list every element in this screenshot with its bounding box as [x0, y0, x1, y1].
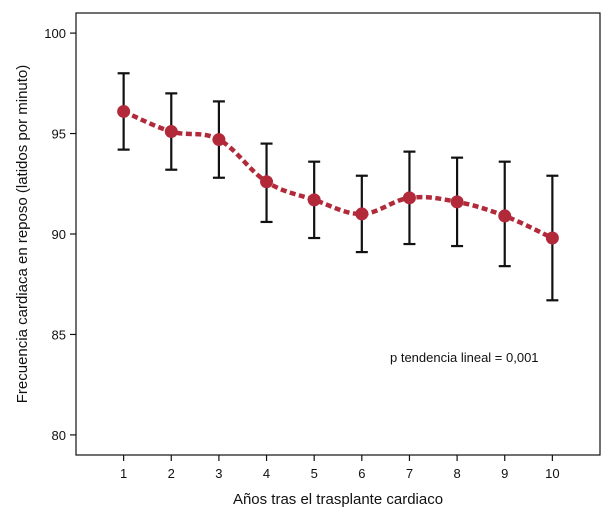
- data-point: [164, 125, 178, 139]
- y-axis: 80 85 90 95 100: [44, 26, 76, 443]
- y-tick-label: 80: [52, 428, 66, 443]
- x-tick-label: 10: [545, 466, 559, 481]
- x-tick-label: 4: [263, 466, 270, 481]
- data-point: [117, 104, 131, 118]
- x-tick-label: 9: [501, 466, 508, 481]
- x-axis: 1 2 3 4 5 6 7 8 9 10: [120, 455, 560, 481]
- data-point: [307, 193, 321, 207]
- x-tick-label: 6: [358, 466, 365, 481]
- x-tick-label: 2: [168, 466, 175, 481]
- error-bars: [117, 72, 559, 302]
- x-tick-label: 8: [453, 466, 460, 481]
- y-tick-label: 100: [44, 26, 66, 41]
- x-tick-label: 7: [406, 466, 413, 481]
- data-points: [117, 104, 559, 245]
- y-axis-label: Frecuencia cardiaca en reposo (latidos p…: [14, 65, 31, 404]
- data-point: [545, 231, 559, 245]
- y-tick-label: 95: [52, 127, 66, 142]
- x-tick-label: 1: [120, 466, 127, 481]
- data-point: [212, 133, 226, 147]
- series-line: [122, 109, 554, 241]
- data-point: [355, 207, 369, 221]
- data-point: [498, 209, 512, 223]
- y-tick-label: 90: [52, 227, 66, 242]
- data-point: [450, 195, 464, 209]
- x-tick-label: 3: [215, 466, 222, 481]
- data-point: [402, 191, 416, 205]
- annotation-text: p tendencia lineal = 0,001: [390, 350, 539, 365]
- x-tick-label: 5: [311, 466, 318, 481]
- data-point: [260, 175, 274, 189]
- y-tick-label: 85: [52, 327, 66, 342]
- series-path: [122, 109, 554, 241]
- plot-frame: [75, 12, 601, 456]
- x-axis-label: Años tras el trasplante cardiaco: [233, 491, 443, 508]
